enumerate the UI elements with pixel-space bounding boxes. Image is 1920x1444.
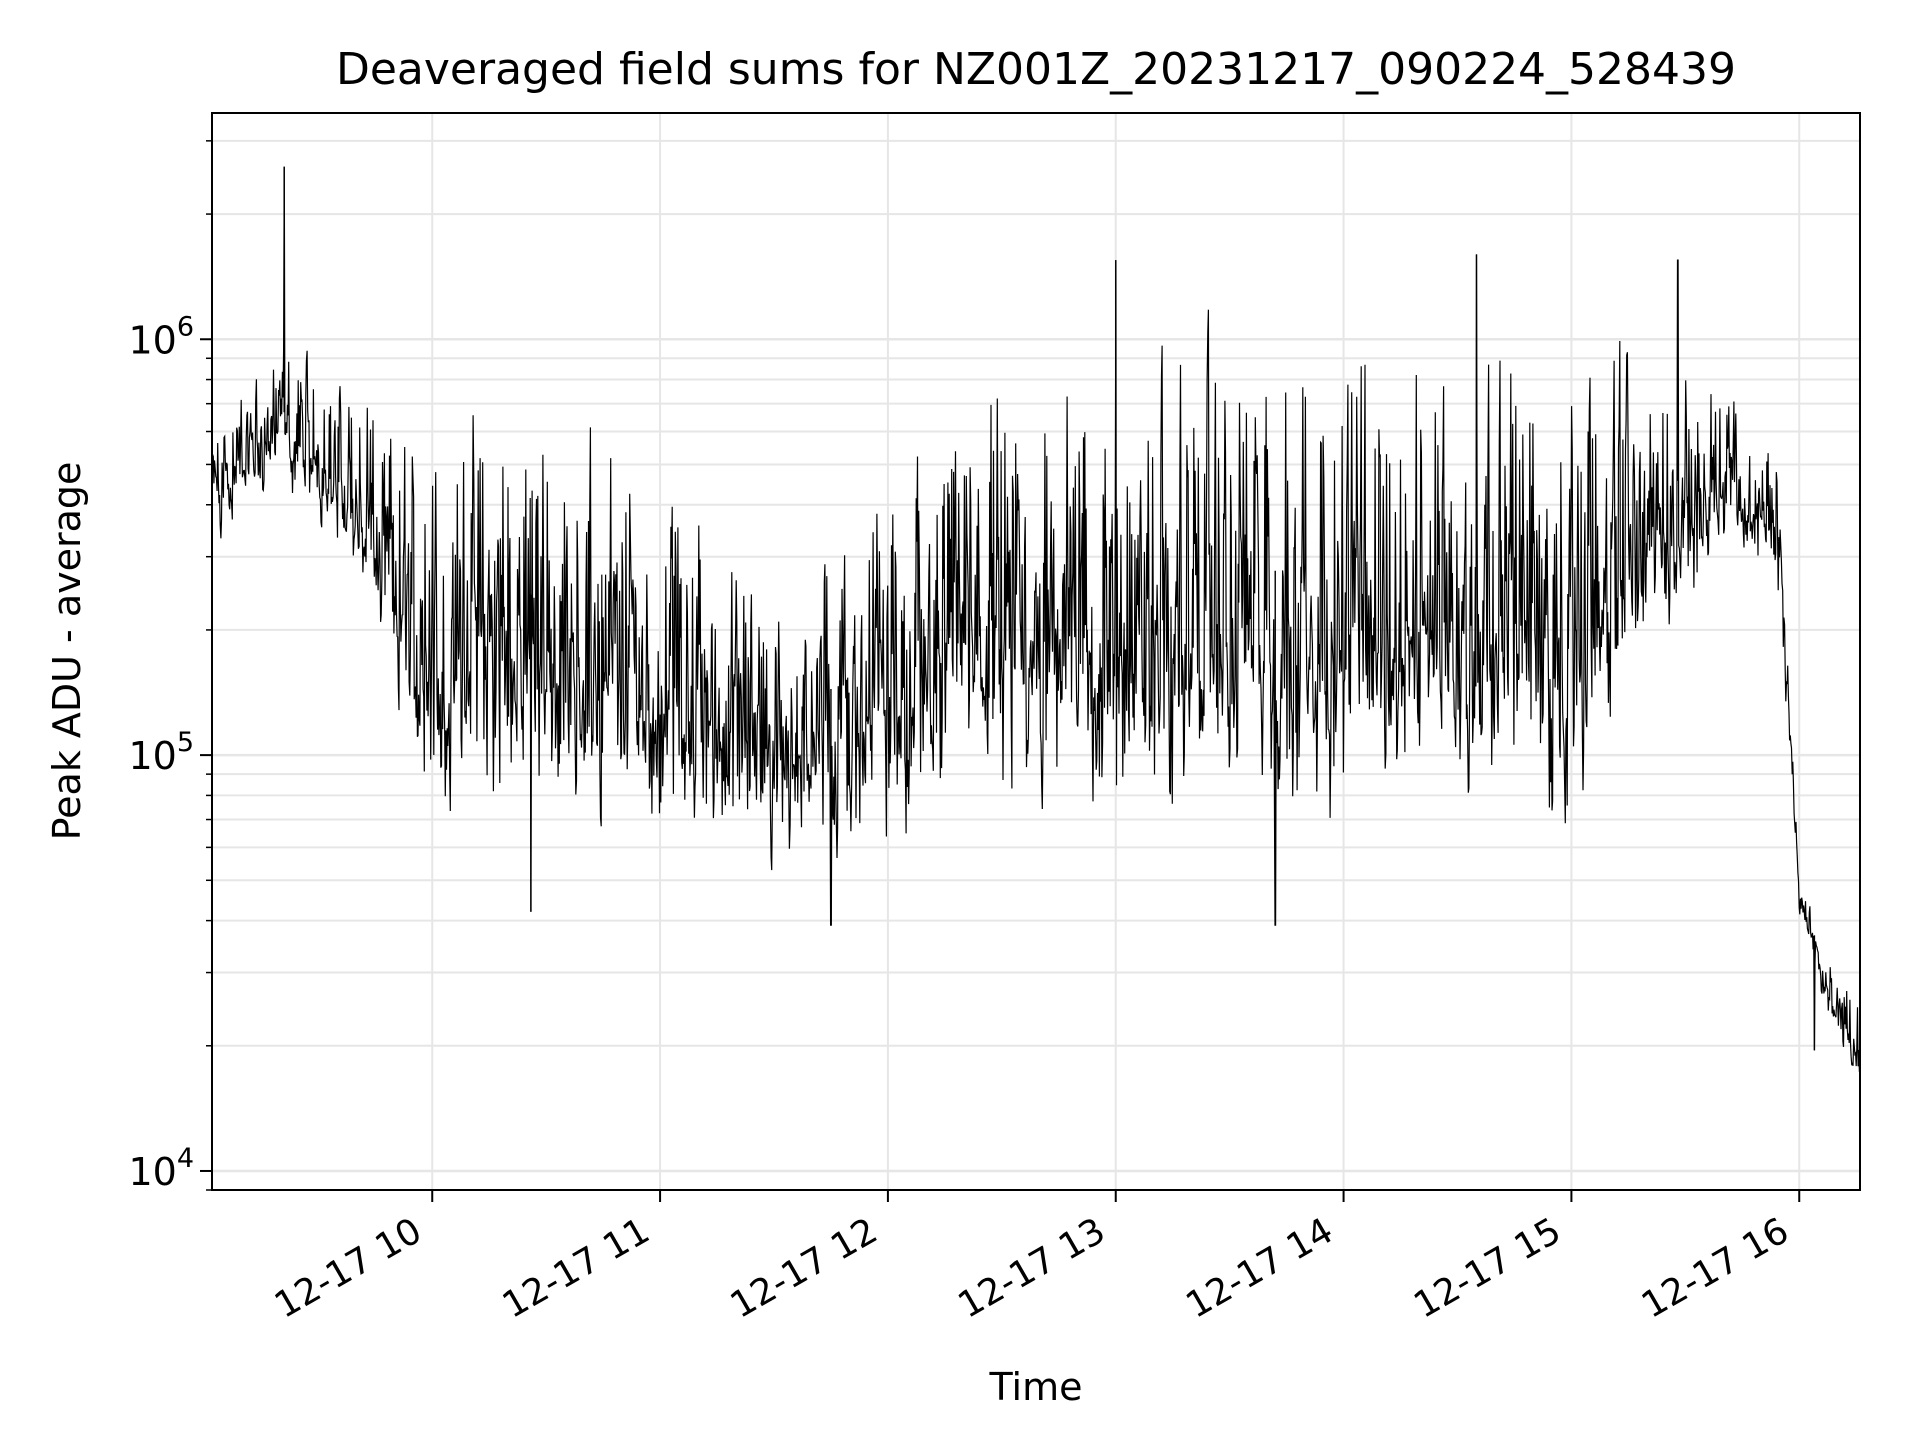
y-tick-label-exponent: 6	[177, 311, 194, 342]
y-tick-label-exponent: 5	[177, 727, 194, 758]
plot-frame	[211, 112, 1861, 1191]
y-tick-label-base: 10	[128, 1150, 176, 1194]
series-layer	[211, 166, 1861, 1072]
chart-title: Deaveraged field sums for NZ001Z_2023121…	[336, 44, 1736, 95]
y-tick-label-base: 10	[128, 318, 176, 362]
x-axis-label: Time	[989, 1365, 1083, 1409]
y-tick-label: 106	[128, 311, 194, 362]
y-tick-label-base: 10	[128, 734, 176, 778]
y-tick-label: 104	[128, 1143, 194, 1194]
series-line	[211, 166, 1861, 1072]
y-tick-label-exponent: 4	[177, 1143, 194, 1174]
y-tick-label: 105	[128, 727, 194, 778]
y-axis-label: Peak ADU - average	[45, 462, 89, 841]
